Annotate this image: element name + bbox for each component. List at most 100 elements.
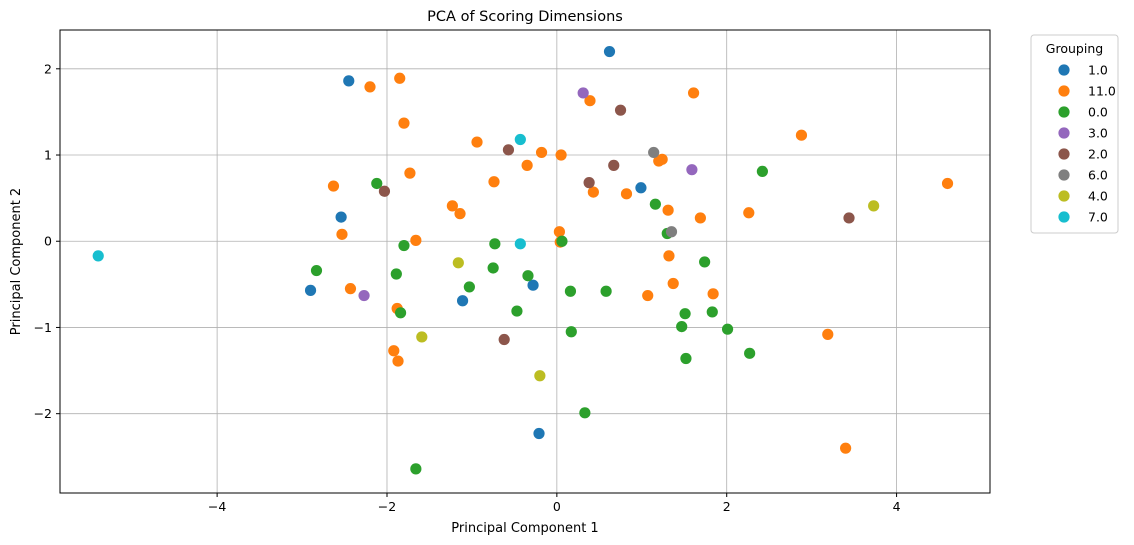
data-point <box>454 208 466 220</box>
y-axis-label: Principal Component 2 <box>9 188 24 335</box>
y-tick-label: −1 <box>34 320 52 335</box>
y-tick-label: 1 <box>44 148 52 163</box>
data-point <box>756 165 768 178</box>
legend-marker <box>1058 64 1070 76</box>
data-point <box>533 427 545 440</box>
data-point <box>364 81 376 93</box>
legend-label: 2.0 <box>1088 147 1108 162</box>
data-point <box>336 228 348 240</box>
data-point <box>521 159 533 171</box>
data-point <box>699 256 711 268</box>
data-point <box>404 167 416 179</box>
data-point <box>795 129 808 141</box>
data-point <box>676 320 688 333</box>
data-point <box>394 72 406 84</box>
data-point <box>456 295 469 307</box>
data-point <box>583 177 595 189</box>
y-tick-label: −2 <box>34 406 52 421</box>
data-point <box>390 268 402 280</box>
data-point <box>584 95 596 107</box>
legend-label: 7.0 <box>1088 210 1108 225</box>
data-point <box>534 370 546 382</box>
data-point <box>608 159 620 171</box>
data-point <box>656 153 668 165</box>
legend-label: 6.0 <box>1088 168 1108 183</box>
data-point <box>667 277 679 290</box>
legend-marker <box>1058 85 1070 97</box>
data-point <box>498 333 510 346</box>
x-tick-label: −2 <box>378 499 396 514</box>
data-point <box>556 235 568 247</box>
legend-box <box>1030 34 1119 234</box>
legend: Grouping 1.0 11.0 0.0 3.0 2.0 6.0 4.0 7.0 <box>1030 34 1119 234</box>
legend-marker <box>1058 169 1070 181</box>
grid-lines <box>60 30 990 493</box>
data-point <box>686 164 698 176</box>
plot-frame <box>59 29 991 494</box>
data-point <box>388 345 400 357</box>
y-tick-label: 0 <box>44 234 52 249</box>
data-point <box>579 407 591 419</box>
data-point <box>310 264 323 277</box>
data-point <box>378 185 391 197</box>
data-point <box>511 305 523 317</box>
data-point <box>649 198 661 210</box>
data-point <box>662 204 674 216</box>
legend-label: 0.0 <box>1088 105 1108 120</box>
data-point <box>394 307 407 319</box>
legend-label: 11.0 <box>1088 84 1116 99</box>
data-point <box>665 226 678 238</box>
legend-label: 4.0 <box>1088 189 1108 204</box>
data-point <box>707 288 719 300</box>
data-point <box>603 45 616 58</box>
data-point <box>555 149 567 161</box>
x-tick-label: 2 <box>723 499 731 514</box>
data-point <box>648 146 660 159</box>
data-point <box>488 176 500 188</box>
x-tick-label: 4 <box>893 499 901 514</box>
data-point <box>635 182 647 194</box>
legend-label: 3.0 <box>1088 126 1108 141</box>
data-point <box>840 442 852 454</box>
x-axis-label: Principal Component 1 <box>451 521 598 536</box>
data-point <box>398 239 410 252</box>
data-point <box>304 284 317 296</box>
y-axis-ticks: −2 −1 0 1 2 <box>34 61 60 421</box>
data-point <box>463 281 475 293</box>
data-point <box>522 270 534 282</box>
data-point <box>452 257 464 269</box>
x-axis-ticks: −4 −2 0 2 4 <box>208 493 901 514</box>
data-point <box>327 180 340 192</box>
data-point <box>92 250 104 262</box>
data-point <box>744 347 756 359</box>
data-point <box>398 117 410 129</box>
data-point <box>335 211 347 223</box>
legend-marker <box>1058 127 1070 139</box>
data-point <box>600 285 612 297</box>
data-point <box>694 212 706 224</box>
data-point <box>514 238 526 250</box>
data-point <box>343 75 355 87</box>
data-point <box>843 212 855 224</box>
x-tick-label: −4 <box>208 499 226 514</box>
data-point <box>642 289 654 302</box>
data-point <box>822 328 834 340</box>
data-point <box>553 226 565 238</box>
data-point <box>743 207 755 219</box>
data-point <box>721 323 734 335</box>
data-point <box>663 250 675 262</box>
data-point <box>410 463 422 475</box>
data-point <box>471 136 483 148</box>
data-points <box>92 45 954 475</box>
x-tick-label: 0 <box>553 499 561 514</box>
data-point <box>416 331 428 343</box>
data-point <box>614 104 627 116</box>
data-point <box>502 144 515 156</box>
data-point <box>680 352 692 365</box>
chart-title: PCA of Scoring Dimensions <box>427 9 623 25</box>
data-point <box>868 200 880 212</box>
data-point <box>410 234 422 246</box>
data-point <box>446 200 458 212</box>
legend-title: Grouping <box>1046 41 1103 56</box>
